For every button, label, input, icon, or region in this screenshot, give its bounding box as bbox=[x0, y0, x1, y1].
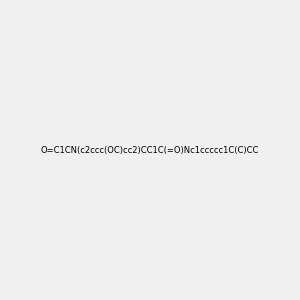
Text: O=C1CN(c2ccc(OC)cc2)CC1C(=O)Nc1ccccc1C(C)CC: O=C1CN(c2ccc(OC)cc2)CC1C(=O)Nc1ccccc1C(C… bbox=[41, 146, 259, 154]
